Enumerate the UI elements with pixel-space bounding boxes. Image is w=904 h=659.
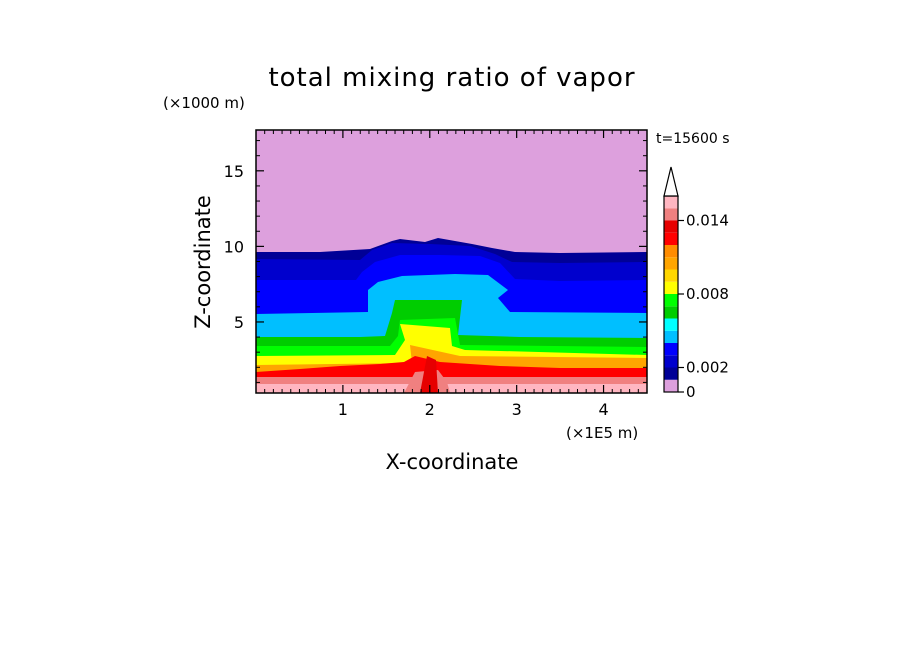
x-axis-ticks: 1 2 3 4 — [264, 130, 639, 419]
colorbar-segment-15 — [664, 196, 678, 209]
colorbar-segment-10 — [664, 257, 678, 270]
colorbar-tick-label: 0.002 — [686, 359, 729, 377]
colorbar-segment-5 — [664, 318, 678, 331]
y-axis-ticks: 5 10 15 — [224, 140, 647, 383]
colorbar-tick-label: 0 — [686, 383, 696, 401]
colorbar-segment-1 — [664, 367, 678, 380]
x-tick-label: 1 — [338, 400, 348, 419]
colorbar-segment-9 — [664, 269, 678, 282]
colorbar-segment-3 — [664, 343, 678, 356]
colorbar-segment-14 — [664, 208, 678, 221]
x-tick-label: 2 — [425, 400, 435, 419]
colorbar-segment-13 — [664, 220, 678, 233]
time-label: t=15600 s — [656, 131, 730, 147]
colorbar-extend-arrow — [663, 166, 679, 197]
x-tick-label: 3 — [512, 400, 522, 419]
chart-title: total mixing ratio of vapor — [268, 63, 635, 93]
colorbar-segment-2 — [664, 355, 678, 368]
contour-band-13 — [420, 356, 438, 393]
colorbar-segment-4 — [664, 330, 678, 343]
y-tick-label: 15 — [224, 162, 244, 181]
y-unit-label: (×1000 m) — [163, 94, 245, 112]
colorbar-tick-label: 0.014 — [686, 212, 729, 230]
y-tick-label: 10 — [224, 237, 244, 256]
x-axis-label: X-coordinate — [386, 450, 519, 474]
y-axis-label: Z-coordinate — [191, 195, 215, 329]
colorbar-segment-8 — [664, 281, 678, 294]
colorbar-segment-12 — [664, 232, 678, 245]
plot-area: 1 2 3 4 5 10 15 — [224, 129, 648, 419]
colorbar-tick-label: 0.008 — [686, 285, 729, 303]
contour-fields — [256, 130, 647, 393]
colorbar-segment-11 — [664, 245, 678, 258]
colorbar-segment-6 — [664, 306, 678, 319]
x-tick-label: 4 — [598, 400, 608, 419]
contour-band-11 — [256, 384, 647, 393]
colorbar-segment-7 — [664, 294, 678, 307]
y-tick-label: 5 — [234, 313, 244, 332]
x-unit-label: (×1E5 m) — [566, 424, 638, 442]
colorbar: 0 0.002 0.008 0.014 — [663, 166, 729, 401]
colorbar-segment-0 — [664, 379, 678, 392]
